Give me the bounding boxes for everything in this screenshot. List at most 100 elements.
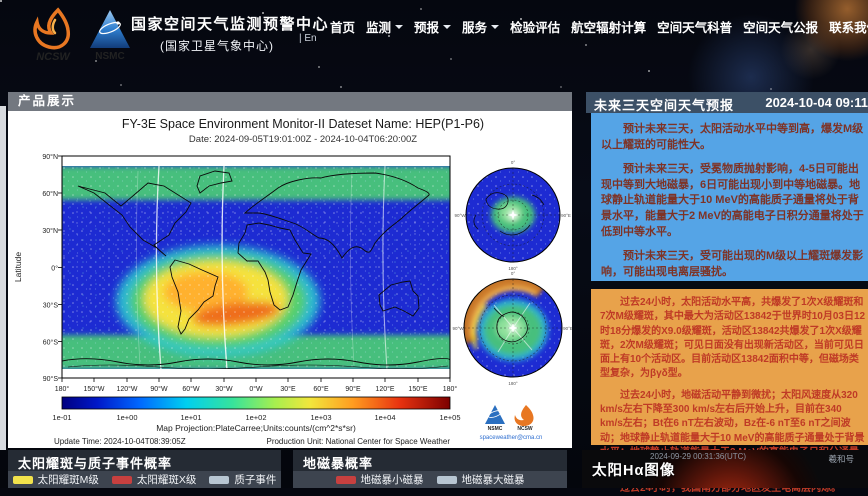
nav-aviation-radiation[interactable]: 航空辐射计算 <box>571 21 647 35</box>
halpha-source: 羲和号 <box>828 454 854 464</box>
major-storm-swatch-icon <box>436 475 457 484</box>
forecast-paragraph: 预计未来三天，受冕物质抛射影响，4-5日可能出现中等到大地磁暴，6日可能出现小到… <box>601 163 864 238</box>
nav-forecast[interactable]: 预报 <box>414 17 452 36</box>
svg-text:30°S: 30°S <box>43 302 59 310</box>
solar-halpha-image-card[interactable]: 2024-09-29 00:31:36(UTC) 羲和号 太阳Hα图像 <box>582 450 868 488</box>
svg-text:60°W: 60°W <box>182 385 200 393</box>
ncsw-logo-icon[interactable]: NCSW <box>28 6 78 64</box>
svg-text:0°: 0° <box>511 160 516 165</box>
forecast-paragraph: 预计未来三天，太阳活动水平中等到高，爆发M级以上耀斑的可能性大。 <box>601 123 864 151</box>
north-pole-marker <box>508 210 518 220</box>
proton-event-swatch-icon <box>209 475 230 484</box>
y-axis-title: Latitude <box>13 252 23 283</box>
update-time: Update Time: 2024-10-04T08:39:05Z <box>54 437 186 446</box>
x-axis-labels: 180° 150°W 120°W 90°W 60°W 30°W 0°W 30°E… <box>55 385 458 393</box>
flux-world-map <box>62 156 450 378</box>
svg-text:90°N: 90°N <box>42 153 58 161</box>
background-stars <box>0 0 2 2</box>
nsmc-logo-text: NSMC <box>95 51 124 62</box>
svg-text:180°: 180° <box>443 385 458 393</box>
axis-tick-marks <box>58 155 451 382</box>
svg-text:180°: 180° <box>508 266 518 271</box>
svg-text:30°W: 30°W <box>215 385 233 393</box>
review-paragraph: 过去24小时，太阳活动水平高，共爆发了1次X级耀斑和7次M级耀斑，其中最大为活动… <box>600 297 866 380</box>
nav-bulletin[interactable]: 空间天气公报 <box>743 21 819 35</box>
svg-text:1e+04: 1e+04 <box>374 413 395 422</box>
south-polar-plot: 0° 90°E 180° 90°W <box>452 271 572 386</box>
language-toggle[interactable]: | En <box>299 33 317 44</box>
three-day-forecast-box: 预计未来三天，太阳活动水平中等到高，爆发M级以上耀斑的可能性大。 预计未来三天，… <box>591 113 868 281</box>
past-24h-review-box: 过去24小时，太阳活动水平高，共爆发了1次X级耀斑和7次M级耀斑，其中最大为活动… <box>591 289 868 494</box>
halpha-timestamp: 2024-09-29 00:31:36(UTC) <box>650 452 747 461</box>
flare-proton-probability-card[interactable]: 太阳耀斑与质子事件概率 太阳耀斑M级 太阳耀斑X级 质子事件 <box>8 450 281 488</box>
nsmc-footer-logo-icon: NSMC <box>485 405 505 432</box>
site-subtitle: (国家卫星气象中心) <box>160 39 274 53</box>
main-nav: 首页 监测 预报 服务 检验评估 航空辐射计算 空间天气科普 空间天气公报 联系… <box>330 17 868 36</box>
nav-monitoring[interactable]: 监测 <box>366 17 404 36</box>
flare-card-legend: 太阳耀斑M级 太阳耀斑X级 质子事件 <box>8 471 281 488</box>
nav-services[interactable]: 服务 <box>462 17 500 36</box>
satellite-track-streaks <box>136 165 388 371</box>
svg-text:90°S: 90°S <box>43 375 59 383</box>
nav-science-popularization[interactable]: 空间天气科普 <box>657 21 733 35</box>
forecast-panel-header: 未来三天空间天气预报 2024-10-04 09:11 <box>586 92 868 113</box>
legend-item: 太阳耀斑M级 <box>12 472 99 487</box>
chevron-down-icon <box>443 24 452 33</box>
saa-polar-band <box>464 279 548 350</box>
fy3e-sem-map-figure[interactable]: FY-3E Space Environment Monitor-II Dates… <box>8 111 573 448</box>
geomagnetic-storm-probability-card[interactable]: 地磁暴概率 地磁暴小磁暴 地磁暴大磁暴 <box>293 450 567 488</box>
svg-text:60°N: 60°N <box>42 190 58 198</box>
ncsw-footer-logo-icon: NCSW <box>514 405 534 432</box>
nav-home[interactable]: 首页 <box>330 21 356 35</box>
svg-text:90°E: 90°E <box>345 385 361 393</box>
m-flare-swatch-icon <box>12 475 33 484</box>
svg-text:0°: 0° <box>51 265 58 273</box>
forecast-panel: 未来三天空间天气预报 2024-10-04 09:11 预计未来三天，太阳活动水… <box>586 92 868 494</box>
svg-text:1e+01: 1e+01 <box>180 413 201 422</box>
svg-text:150°W: 150°W <box>83 385 104 393</box>
forecast-paragraph: 预计未来三天，受可能出现的M级以上耀斑爆发影响，可能出现电离层骚扰。 <box>601 250 864 278</box>
svg-text:60°S: 60°S <box>43 339 59 347</box>
geomagnetic-card-title: 地磁暴概率 <box>303 456 374 471</box>
y-axis-labels: 90°N 60°N 30°N 0° 30°S 60°S 90°S <box>42 153 58 383</box>
svg-text:0°: 0° <box>511 271 516 276</box>
north-polar-plot: 0° 90°E 180° 90°W <box>454 160 570 271</box>
forecast-datetime: 2024-10-04 09:11 <box>765 95 868 110</box>
svg-text:NSMC: NSMC <box>488 426 503 432</box>
svg-text:180°: 180° <box>55 385 70 393</box>
svg-text:90°E: 90°E <box>563 326 572 331</box>
contact-email[interactable]: spaceweather@cma.cn <box>480 435 543 441</box>
nav-contact[interactable]: 联系我们 <box>829 21 868 35</box>
product-panel-header: 产品展示 <box>8 92 572 111</box>
geomagnetic-card-legend: 地磁暴小磁暴 地磁暴大磁暴 <box>293 471 567 488</box>
svg-text:120°W: 120°W <box>116 385 137 393</box>
svg-text:90°W: 90°W <box>452 326 464 331</box>
flare-card-title: 太阳耀斑与质子事件概率 <box>18 456 173 471</box>
svg-text:1e-01: 1e-01 <box>52 413 71 422</box>
continent-outlines <box>62 170 450 370</box>
halpha-card-title: 太阳Hα图像 <box>592 463 676 479</box>
svg-text:120°E: 120°E <box>375 385 394 393</box>
svg-text:30°E: 30°E <box>280 385 296 393</box>
svg-text:180°: 180° <box>508 381 518 386</box>
legend-item: 太阳耀斑X级 <box>111 472 196 487</box>
svg-text:30°N: 30°N <box>42 227 58 235</box>
chart-date-range: Date: 2024-09-05T19:01:00Z - 2024-10-04T… <box>189 134 417 145</box>
colorbar-labels: 1e-01 1e+00 1e+01 1e+02 1e+03 1e+04 1e+0… <box>52 413 460 422</box>
svg-text:90°E: 90°E <box>561 213 571 218</box>
chevron-down-icon <box>491 24 500 33</box>
projection-note: Map Projection:PlateCarree;Units:counts/… <box>156 423 356 433</box>
site-title: 国家空间天气监测预警中心 <box>131 16 330 33</box>
nsmc-logo-icon[interactable]: NSMC <box>88 8 132 62</box>
svg-text:1e+02: 1e+02 <box>245 413 266 422</box>
svg-text:90°W: 90°W <box>150 385 168 393</box>
minor-storm-swatch-icon <box>335 475 356 484</box>
flux-colorbar <box>61 396 451 410</box>
svg-text:0°W: 0°W <box>249 385 263 393</box>
x-flare-swatch-icon <box>111 475 132 484</box>
chart-title: FY-3E Space Environment Monitor-II Dates… <box>122 117 484 131</box>
svg-text:1e+00: 1e+00 <box>116 413 137 422</box>
product-panel: 产品展示 FY-3E <box>8 92 573 448</box>
legend-item: 地磁暴大磁暴 <box>436 472 525 487</box>
nav-verification[interactable]: 检验评估 <box>510 21 561 35</box>
